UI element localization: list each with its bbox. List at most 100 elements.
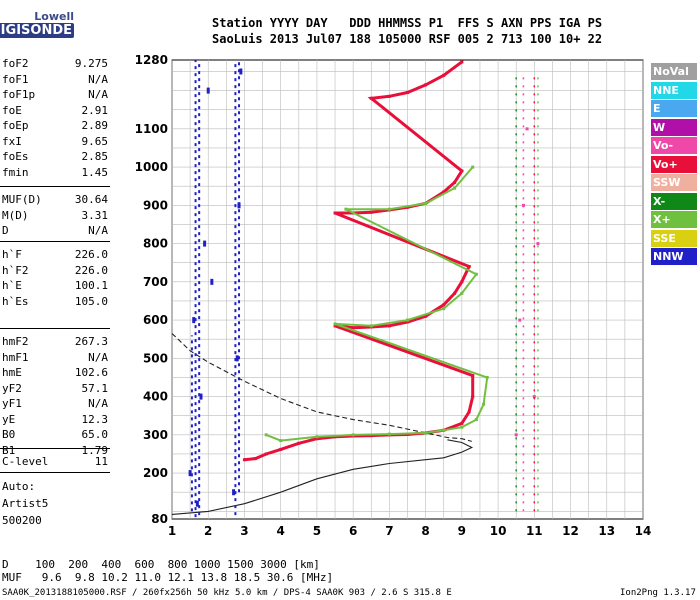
param-value: 9.275: [74, 57, 108, 70]
data-point-X+: [424, 431, 428, 435]
data-point-Vo+: [369, 434, 373, 438]
data-point-X+: [453, 186, 457, 190]
param-row: h`F 226.0: [2, 248, 108, 262]
y-tick-label: 800: [143, 237, 168, 251]
param-row: foF1p N/A: [2, 88, 108, 102]
param-value: 30.64: [74, 193, 108, 206]
data-point-Vo+: [453, 180, 457, 184]
data-point-NNW: [203, 240, 207, 247]
param-key: yF1: [2, 397, 22, 410]
data-point-X+: [315, 435, 319, 439]
param-row: foEs 2.85: [2, 150, 108, 164]
data-point-Vo+: [453, 291, 457, 295]
param-row: M(D) 3.31: [2, 209, 108, 223]
data-point-Vo+: [460, 421, 464, 425]
y-tick-label: 80: [151, 512, 168, 526]
param-row: yF2 57.1: [2, 382, 108, 396]
data-point-Vo-: [532, 395, 536, 399]
data-point-NNW: [195, 500, 199, 507]
param-value: 105.0: [74, 294, 108, 308]
x-tick-label: 3: [240, 524, 248, 538]
data-point-Vo+: [387, 324, 391, 328]
data-point-X+: [485, 375, 489, 379]
legend-item: NoVal: [651, 63, 697, 80]
data-point-X+: [442, 428, 446, 432]
data-point-Vo+: [242, 458, 246, 462]
data-point-X+: [442, 307, 446, 311]
param-row: B0 65.0: [2, 428, 108, 442]
data-point-Vo+: [406, 320, 409, 324]
x-tick-label: 4: [277, 524, 285, 538]
param-value: 12.3: [81, 412, 109, 426]
param-key: h`F: [2, 248, 22, 261]
param-key: h`F2: [2, 263, 29, 277]
param-row: yF1 N/A: [2, 397, 108, 411]
data-point-X+: [471, 165, 475, 169]
param-row: fmin 1.45: [2, 166, 108, 180]
data-point-X+: [369, 324, 373, 328]
data-point-Vo+: [424, 83, 428, 87]
data-point-Vo+: [264, 452, 268, 456]
header-line2: SaoLuis 2013 Jul07 188 105000 RSF 005 2 …: [212, 32, 603, 46]
param-value: 11: [94, 455, 108, 468]
data-point-X+: [344, 207, 348, 211]
profile-solid-line: [171, 439, 474, 515]
param-row: h`Es 105.0: [2, 295, 108, 309]
data-point-X+: [474, 272, 478, 276]
bottom-muf-line: MUF 9.6 9.8 10.2 11.0 12.1 13.8 18.5 30.…: [2, 571, 334, 584]
param-key: MUF(D): [2, 193, 42, 206]
param-value: 2.89: [81, 119, 109, 132]
data-point-Vo+: [460, 280, 464, 284]
data-point-NNW: [210, 278, 214, 285]
data-point-Vo+: [467, 410, 471, 414]
data-point-X+: [279, 439, 283, 443]
x-tick-label: 1: [168, 524, 176, 538]
param-value: 2.91: [81, 103, 109, 117]
data-point-Vo-: [536, 242, 540, 246]
param-key: M(D): [2, 208, 29, 222]
y-tick-label: 1100: [135, 122, 168, 136]
param-key: B1: [2, 443, 16, 457]
y-tick-label: 400: [143, 390, 168, 404]
x-tick-label: 5: [313, 524, 321, 538]
footer-version: Ion2Png 1.3.17: [620, 588, 696, 598]
x-tick-label: 8: [421, 524, 429, 538]
param-row: foF2 9.275: [2, 57, 108, 71]
param-key: hmF2: [2, 335, 29, 348]
data-point-Vo+: [315, 437, 319, 441]
data-point-NNW: [235, 355, 239, 362]
data-point-Vo+: [467, 265, 471, 269]
param-separator: [0, 472, 110, 473]
footer-file-info: SAA0K_2013188105000.RSF / 260fx256h 50 k…: [2, 588, 452, 598]
param-separator: [0, 241, 110, 242]
param-separator: [0, 448, 110, 449]
x-tick-label: 10: [490, 524, 507, 538]
x-tick-label: 11: [526, 524, 543, 538]
data-point-Vo+: [460, 60, 464, 64]
param-key: yE: [2, 412, 16, 426]
data-point-NNW: [232, 489, 236, 496]
y-tick-label: 200: [143, 466, 168, 480]
x-tick-label: 13: [598, 524, 615, 538]
x-tick-label: 14: [635, 524, 652, 538]
data-point-Vo+: [471, 374, 475, 378]
param-key: foF2: [2, 57, 29, 70]
param-value: N/A: [88, 350, 108, 364]
param-row: h`F2 226.0: [2, 264, 108, 278]
param-key: h`Es: [2, 294, 29, 308]
data-point-X+: [474, 418, 478, 422]
logo-line2: DIGISONDE: [0, 23, 74, 38]
data-point-X+: [351, 433, 355, 437]
param-value: 3.31: [81, 208, 109, 222]
data-point-Vo+: [333, 324, 337, 328]
param-value: N/A: [88, 72, 108, 86]
logo-line1: Lowell: [34, 10, 74, 23]
data-point-X+: [387, 432, 391, 436]
param-key: C-level: [2, 455, 49, 468]
data-point-Vo+: [442, 303, 446, 307]
param-row: C-level 11: [2, 455, 108, 469]
param-key: foF1p: [2, 88, 36, 101]
x-tick-label: 12: [562, 524, 579, 538]
data-point-Vo+: [387, 94, 391, 98]
